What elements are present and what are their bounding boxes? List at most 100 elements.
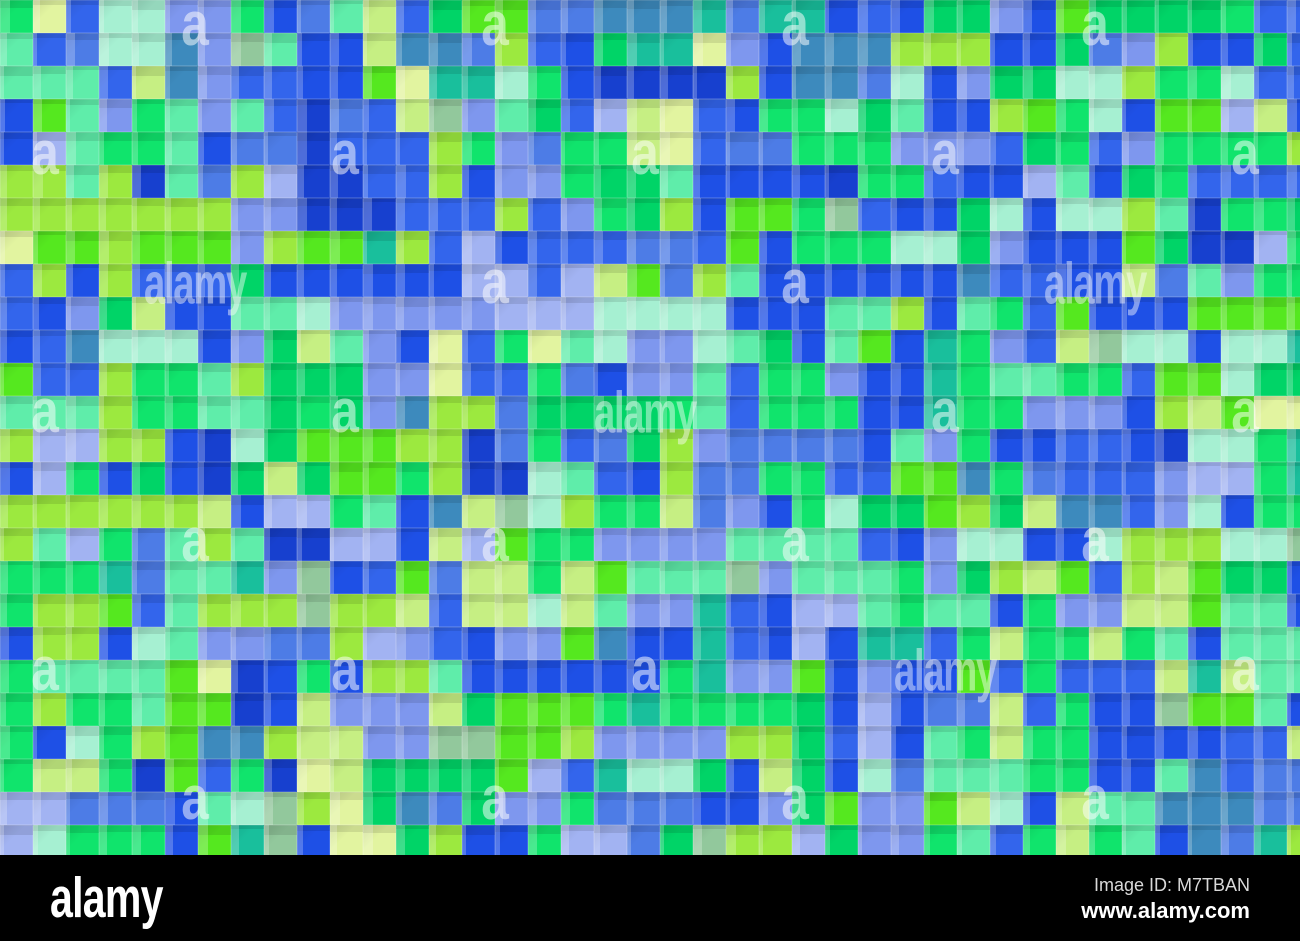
mosaic-cell <box>660 264 693 297</box>
mosaic-cell <box>0 726 33 759</box>
mosaic-cell <box>1188 726 1221 759</box>
mosaic-cell <box>627 825 660 855</box>
mosaic-cell <box>99 231 132 264</box>
mosaic-cell <box>297 198 330 231</box>
mosaic-cell <box>363 33 396 66</box>
mosaic-cell <box>1188 264 1221 297</box>
mosaic-cell <box>0 561 33 594</box>
mosaic-cell <box>1188 792 1221 825</box>
mosaic-cell <box>495 528 528 561</box>
mosaic-cell <box>924 561 957 594</box>
mosaic-cell <box>957 99 990 132</box>
mosaic-cell <box>1254 594 1287 627</box>
mosaic-cell <box>693 99 726 132</box>
mosaic-cell <box>1287 825 1300 855</box>
mosaic-cell <box>990 66 1023 99</box>
mosaic-cell <box>495 759 528 792</box>
mosaic-cell <box>429 429 462 462</box>
mosaic-cell <box>363 363 396 396</box>
mosaic-cell <box>891 66 924 99</box>
mosaic-cell <box>759 396 792 429</box>
mosaic-cell <box>1188 462 1221 495</box>
mosaic-cell <box>1188 594 1221 627</box>
mosaic-cell <box>33 792 66 825</box>
mosaic-cell <box>990 330 1023 363</box>
mosaic-cell <box>693 198 726 231</box>
mosaic-cell <box>858 99 891 132</box>
mosaic-cell <box>693 66 726 99</box>
mosaic-cell <box>1188 627 1221 660</box>
mosaic-cell <box>693 33 726 66</box>
mosaic-cell <box>33 429 66 462</box>
mosaic-cell <box>990 726 1023 759</box>
mosaic-cell <box>957 462 990 495</box>
mosaic-cell <box>495 693 528 726</box>
mosaic-cell <box>132 0 165 33</box>
mosaic-cell <box>363 231 396 264</box>
mosaic-cell <box>396 726 429 759</box>
mosaic-cell <box>924 330 957 363</box>
mosaic-cell <box>33 330 66 363</box>
mosaic-cell <box>825 33 858 66</box>
mosaic-cell <box>957 528 990 561</box>
mosaic-cell <box>627 726 660 759</box>
mosaic-cell <box>1023 198 1056 231</box>
mosaic-cell <box>1221 693 1254 726</box>
mosaic-cell <box>594 363 627 396</box>
mosaic-cell <box>924 132 957 165</box>
mosaic-cell <box>528 132 561 165</box>
mosaic-cell <box>165 396 198 429</box>
mosaic-cell <box>990 660 1023 693</box>
mosaic-cell <box>891 0 924 33</box>
mosaic-cell <box>462 363 495 396</box>
mosaic-cell <box>165 759 198 792</box>
mosaic-cell <box>1287 693 1300 726</box>
mosaic-cell <box>297 528 330 561</box>
mosaic-cell <box>297 396 330 429</box>
mosaic-cell <box>891 693 924 726</box>
mosaic-cell <box>693 495 726 528</box>
mosaic-cell <box>693 561 726 594</box>
mosaic-cell <box>264 792 297 825</box>
mosaic-cell <box>66 0 99 33</box>
mosaic-cell <box>891 759 924 792</box>
mosaic-cell <box>396 462 429 495</box>
mosaic-cell <box>957 792 990 825</box>
mosaic-cell <box>330 396 363 429</box>
mosaic-cell <box>66 429 99 462</box>
mosaic-cell <box>594 198 627 231</box>
mosaic-cell <box>759 198 792 231</box>
mosaic-cell <box>858 330 891 363</box>
mosaic-cell <box>1089 0 1122 33</box>
mosaic-cell <box>1056 429 1089 462</box>
mosaic-cell <box>825 297 858 330</box>
mosaic-cell <box>99 759 132 792</box>
mosaic-cell <box>231 297 264 330</box>
mosaic-cell <box>495 0 528 33</box>
mosaic-cell <box>99 198 132 231</box>
mosaic-cell <box>1287 759 1300 792</box>
mosaic-cell <box>264 825 297 855</box>
mosaic-cell <box>561 198 594 231</box>
mosaic-cell <box>726 462 759 495</box>
mosaic-cell <box>165 495 198 528</box>
mosaic-cell <box>891 396 924 429</box>
mosaic-cell <box>0 297 33 330</box>
mosaic-cell <box>1122 231 1155 264</box>
mosaic-cell <box>198 297 231 330</box>
mosaic-cell <box>627 627 660 660</box>
mosaic-cell <box>99 165 132 198</box>
mosaic-cell <box>429 495 462 528</box>
mosaic-cell <box>627 198 660 231</box>
mosaic-cell <box>99 528 132 561</box>
mosaic-cell <box>726 561 759 594</box>
mosaic-cell <box>825 462 858 495</box>
mosaic-cell <box>891 297 924 330</box>
mosaic-cell <box>1221 66 1254 99</box>
mosaic-cell <box>891 330 924 363</box>
mosaic-cell <box>297 66 330 99</box>
mosaic-cell <box>1287 33 1300 66</box>
mosaic-cell <box>726 396 759 429</box>
mosaic-cell <box>330 792 363 825</box>
mosaic-cell <box>858 165 891 198</box>
